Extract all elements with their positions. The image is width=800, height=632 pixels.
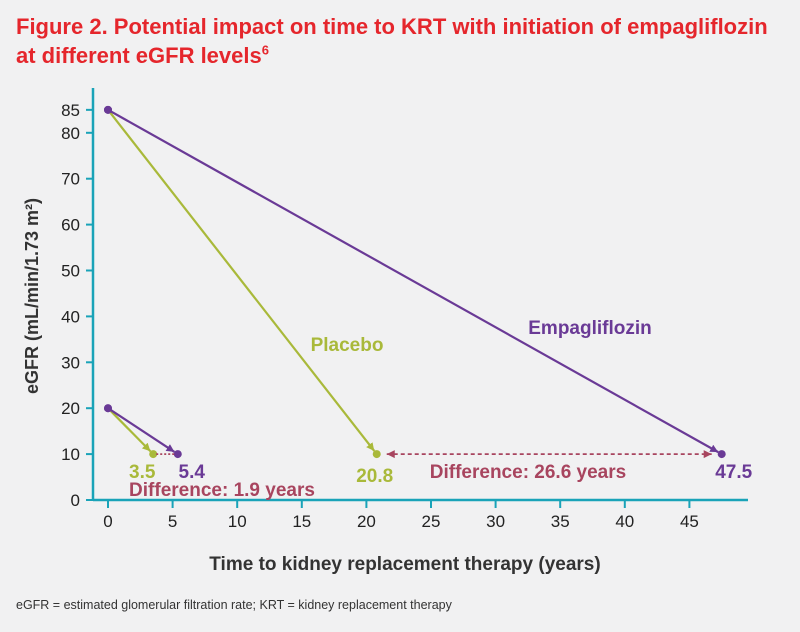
x-tick-label: 40 <box>615 512 634 531</box>
series-line-empagliflozin <box>107 108 719 454</box>
value-label: 5.4 <box>179 462 206 483</box>
chart-marks <box>104 105 726 459</box>
end-point-empagliflozin <box>717 450 726 459</box>
figure-title-text: Figure 2. Potential impact on time to KR… <box>16 14 768 68</box>
start-point <box>104 105 112 114</box>
y-tick-label: 50 <box>61 262 80 281</box>
x-tick-label: 35 <box>551 512 570 531</box>
chart-labels: Placebo Empagliflozin 3.5 5.4 20.8 47.5 Differ… <box>129 318 753 501</box>
axes: 0 5 10 15 20 25 30 35 40 45 0 10 20 30 40 50 60 70 80 85 Tim… <box>22 88 748 575</box>
end-point-placebo <box>372 450 381 459</box>
difference-label: Difference: 26.6 years <box>430 462 626 483</box>
series-label-placebo: Placebo <box>311 335 384 356</box>
figure-title-reference: 6 <box>261 42 269 58</box>
end-point-empagliflozin <box>173 450 182 459</box>
value-label: 47.5 <box>715 462 752 483</box>
y-tick-label: 70 <box>61 170 80 189</box>
value-label: 20.8 <box>356 466 393 487</box>
x-axis-title: Time to kidney replacement therapy (year… <box>209 554 600 575</box>
x-tick-label: 45 <box>680 512 699 531</box>
series-line-placebo <box>107 407 152 453</box>
y-tick-label: 0 <box>71 491 80 510</box>
x-tick-label: 15 <box>292 512 311 531</box>
x-tick-label: 0 <box>103 512 112 531</box>
difference-label: Difference: 1.9 years <box>129 480 315 501</box>
y-tick-label: 10 <box>61 445 80 464</box>
x-tick-label: 20 <box>357 512 376 531</box>
x-tick-label: 30 <box>486 512 505 531</box>
series-line-placebo <box>107 109 376 452</box>
footnote: eGFR = estimated glomerular filtration r… <box>16 598 452 612</box>
y-tick-label: 60 <box>61 216 80 235</box>
value-label: 3.5 <box>129 462 156 483</box>
x-tick-label: 5 <box>168 512 177 531</box>
x-tick-label: 25 <box>422 512 441 531</box>
series-line-empagliflozin <box>107 407 176 453</box>
series-label-empagliflozin: Empagliflozin <box>528 318 652 339</box>
end-point-placebo <box>149 450 158 459</box>
y-tick-label: 20 <box>61 399 80 418</box>
start-point <box>104 404 112 413</box>
y-tick-label: 40 <box>61 307 80 326</box>
y-tick-label: 30 <box>61 353 80 372</box>
figure-title: Figure 2. Potential impact on time to KR… <box>16 12 786 70</box>
y-tick-label: 85 <box>61 101 80 120</box>
y-tick-label: 80 <box>61 124 80 143</box>
y-axis-title: eGFR (mL/min/1.73 m²) <box>22 198 42 394</box>
x-tick-label: 10 <box>228 512 247 531</box>
